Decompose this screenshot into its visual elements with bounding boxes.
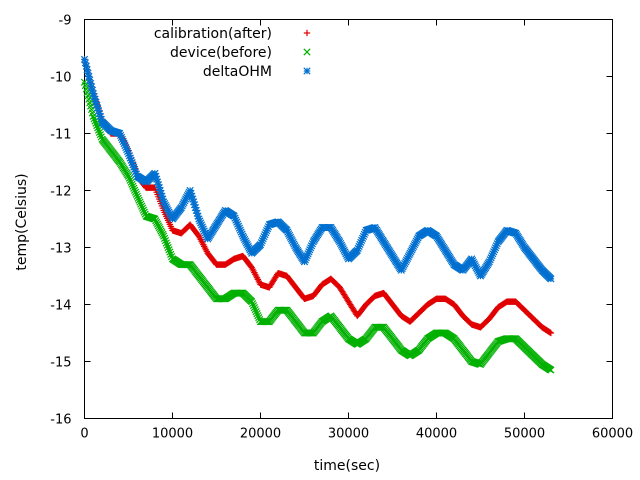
data-point xyxy=(97,133,105,141)
data-point xyxy=(162,239,170,247)
y-tick-label: -11 xyxy=(50,128,71,143)
data-point xyxy=(131,186,139,194)
data-point xyxy=(93,121,101,130)
x-tick-label: 40000 xyxy=(416,427,457,442)
data-point xyxy=(95,128,104,136)
legend: calibration(after) device(before) deltaOHM xyxy=(154,26,311,80)
y-axis-label: temp(Celsius) xyxy=(14,173,30,270)
data-point xyxy=(166,248,174,256)
data-point xyxy=(96,131,104,139)
legend-marker xyxy=(303,29,311,37)
x-tick-label: 50000 xyxy=(504,427,545,442)
data-point xyxy=(254,311,262,320)
y-tick-label: -15 xyxy=(50,356,71,371)
data-point xyxy=(136,198,144,206)
y-tick-label: -16 xyxy=(50,413,71,428)
data-point xyxy=(138,202,146,210)
series-device(before) xyxy=(80,78,555,374)
data-point xyxy=(139,206,148,214)
data-point xyxy=(248,298,256,306)
series-layer xyxy=(80,55,555,374)
y-tick-label: -10 xyxy=(50,71,71,86)
data-point xyxy=(252,308,260,316)
data-point xyxy=(129,182,137,190)
data-point xyxy=(160,232,168,240)
data-point xyxy=(124,172,133,180)
x-tick-label: 10000 xyxy=(152,427,193,442)
data-point xyxy=(127,178,135,186)
y-tick-label: -9 xyxy=(59,14,72,29)
data-point xyxy=(547,366,555,374)
data-point xyxy=(547,275,555,283)
data-point xyxy=(134,194,142,202)
data-point xyxy=(126,176,134,184)
data-point xyxy=(130,184,138,192)
data-point xyxy=(251,306,259,314)
data-point xyxy=(133,192,141,200)
series-calibration(after) xyxy=(81,56,555,337)
x-tick-label: 60000 xyxy=(592,427,633,442)
data-point xyxy=(131,188,140,196)
data-point xyxy=(253,309,261,318)
data-point xyxy=(160,234,169,243)
data-point xyxy=(248,300,257,308)
x-tick-label: 20000 xyxy=(240,427,281,442)
data-point xyxy=(167,250,175,258)
data-point xyxy=(163,241,171,249)
data-point xyxy=(92,119,100,127)
legend-marker xyxy=(303,48,311,56)
data-point xyxy=(547,329,555,337)
data-point xyxy=(164,243,172,252)
x-axis-label: time(sec) xyxy=(314,458,380,474)
data-point xyxy=(132,190,141,198)
x-axis-ticks: 0 10000 20000 30000 40000 50000 60000 xyxy=(80,19,633,442)
data-point xyxy=(161,237,170,245)
data-point xyxy=(128,180,136,188)
legend-marker xyxy=(303,67,311,75)
y-tick-label: -14 xyxy=(50,299,71,314)
data-point xyxy=(125,174,134,182)
x-tick-label: 0 xyxy=(80,427,88,442)
series-deltaOHM xyxy=(80,55,555,283)
data-point xyxy=(94,126,103,134)
data-point xyxy=(138,204,147,212)
data-point xyxy=(135,196,143,204)
legend-label: calibration(after) xyxy=(154,26,272,42)
y-tick-label: -13 xyxy=(50,242,71,257)
data-point xyxy=(89,112,97,121)
data-point xyxy=(249,302,258,310)
legend-label: deltaOHM xyxy=(203,64,272,80)
y-axis-ticks: -16 -15 -14 -13 -12 -11 -10 -9 xyxy=(50,14,613,428)
data-point xyxy=(137,200,145,208)
y-tick-label: -12 xyxy=(50,185,71,200)
legend-label: device(before) xyxy=(170,45,272,61)
data-point xyxy=(165,246,173,254)
x-tick-label: 30000 xyxy=(328,427,369,442)
data-point xyxy=(250,304,258,312)
